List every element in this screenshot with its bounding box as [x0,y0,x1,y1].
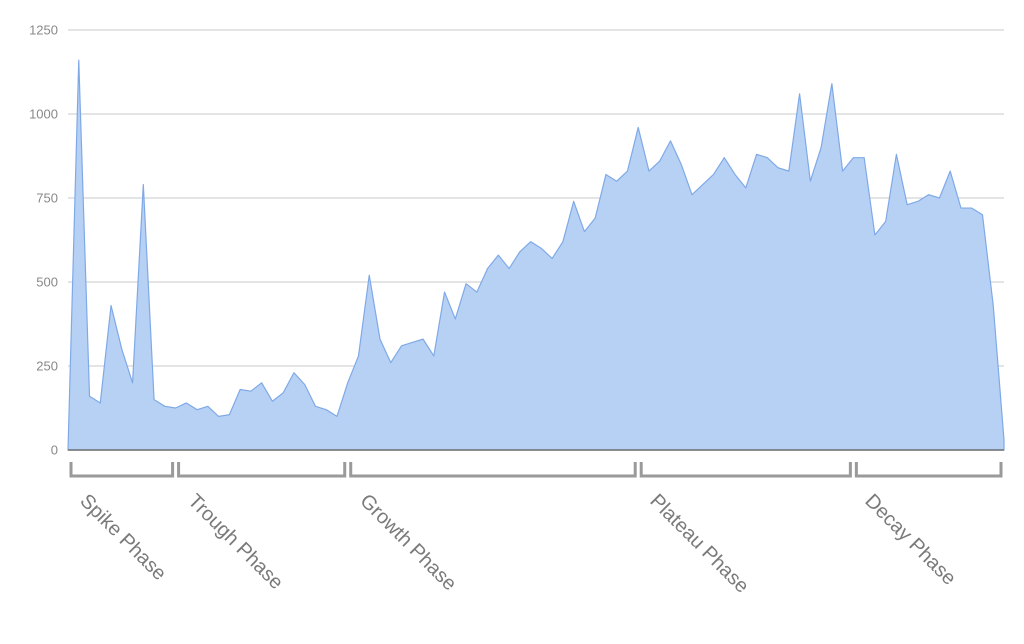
phase-bracket [856,462,1001,476]
y-tick-label: 0 [0,443,58,458]
y-tick-label: 750 [0,191,58,206]
phase-bracket [641,462,850,476]
y-tick-label: 1250 [0,23,58,38]
phase-bracket [179,462,345,476]
area-series [68,60,1004,450]
phase-bracket [351,462,635,476]
y-tick-label: 1000 [0,107,58,122]
y-tick-label: 500 [0,275,58,290]
phase-bracket [71,462,173,476]
chart-svg [0,0,1024,644]
y-tick-label: 250 [0,359,58,374]
area-chart: 025050075010001250 Spike PhaseTrough Pha… [0,0,1024,644]
